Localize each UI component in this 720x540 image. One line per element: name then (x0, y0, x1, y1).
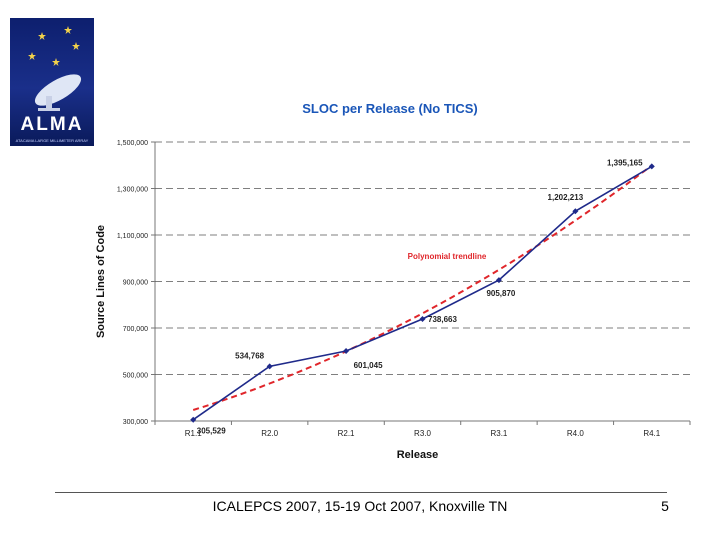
data-label: 305,529 (197, 427, 226, 436)
data-point (495, 277, 502, 284)
y-axis-title: Source Lines of Code (95, 225, 107, 338)
data-label: 534,768 (235, 351, 264, 360)
data-point (419, 316, 426, 323)
data-point (572, 208, 579, 215)
trendline-path (192, 164, 653, 411)
telescope-stars-icon (28, 26, 82, 111)
footer-conference-text: ICALEPCS 2007, 15-19 Oct 2007, Knoxville… (212, 498, 508, 514)
logo-wordmark: ALMA (20, 114, 84, 135)
logo-tagline: ATACAMA LARGE MILLIMETER ARRAY (15, 138, 89, 143)
series-line (192, 165, 653, 421)
data-label: 905,870 (486, 289, 515, 298)
x-tick-label: R3.1 (490, 429, 507, 438)
y-tick-label: 500,000 (123, 373, 148, 380)
y-tick-label: 1,500,000 (117, 140, 148, 147)
x-tick-label: R4.0 (567, 429, 584, 438)
alma-logo: ALMA ATACAMA LARGE MILLIMETER ARRAY (10, 18, 94, 146)
data-point (648, 163, 655, 170)
footer-divider (55, 492, 667, 493)
x-tick-label: R3.0 (414, 429, 431, 438)
y-tick-label: 300,000 (123, 419, 148, 426)
data-label: 1,395,165 (607, 158, 643, 167)
x-tick-label: R2.0 (261, 429, 278, 438)
x-axis-title: Release (397, 449, 439, 461)
y-tick-label: 1,100,000 (117, 233, 148, 240)
x-tick-label: R2.1 (338, 429, 355, 438)
data-label: 1,202,213 (548, 193, 584, 202)
data-point (266, 363, 273, 370)
data-point (343, 348, 350, 355)
y-tick-label: 900,000 (123, 280, 148, 287)
chart-title: SLOC per Release (No TICS) (302, 101, 478, 116)
sloc-line-chart: 300,000 500,000 700,000 900,000 1,100,000 1,3… (95, 140, 691, 461)
y-tick-label: 1,300,000 (117, 187, 148, 194)
trendline-label: Polynomial trendline (408, 252, 487, 261)
x-tick-label: R1.1 (185, 429, 202, 438)
data-label: 601,045 (354, 361, 383, 370)
data-point (190, 416, 197, 423)
y-tick-label: 700,000 (123, 326, 148, 333)
page-number: 5 (661, 498, 669, 514)
x-tick-label: R4.1 (643, 429, 660, 438)
data-label: 738,663 (428, 315, 457, 324)
